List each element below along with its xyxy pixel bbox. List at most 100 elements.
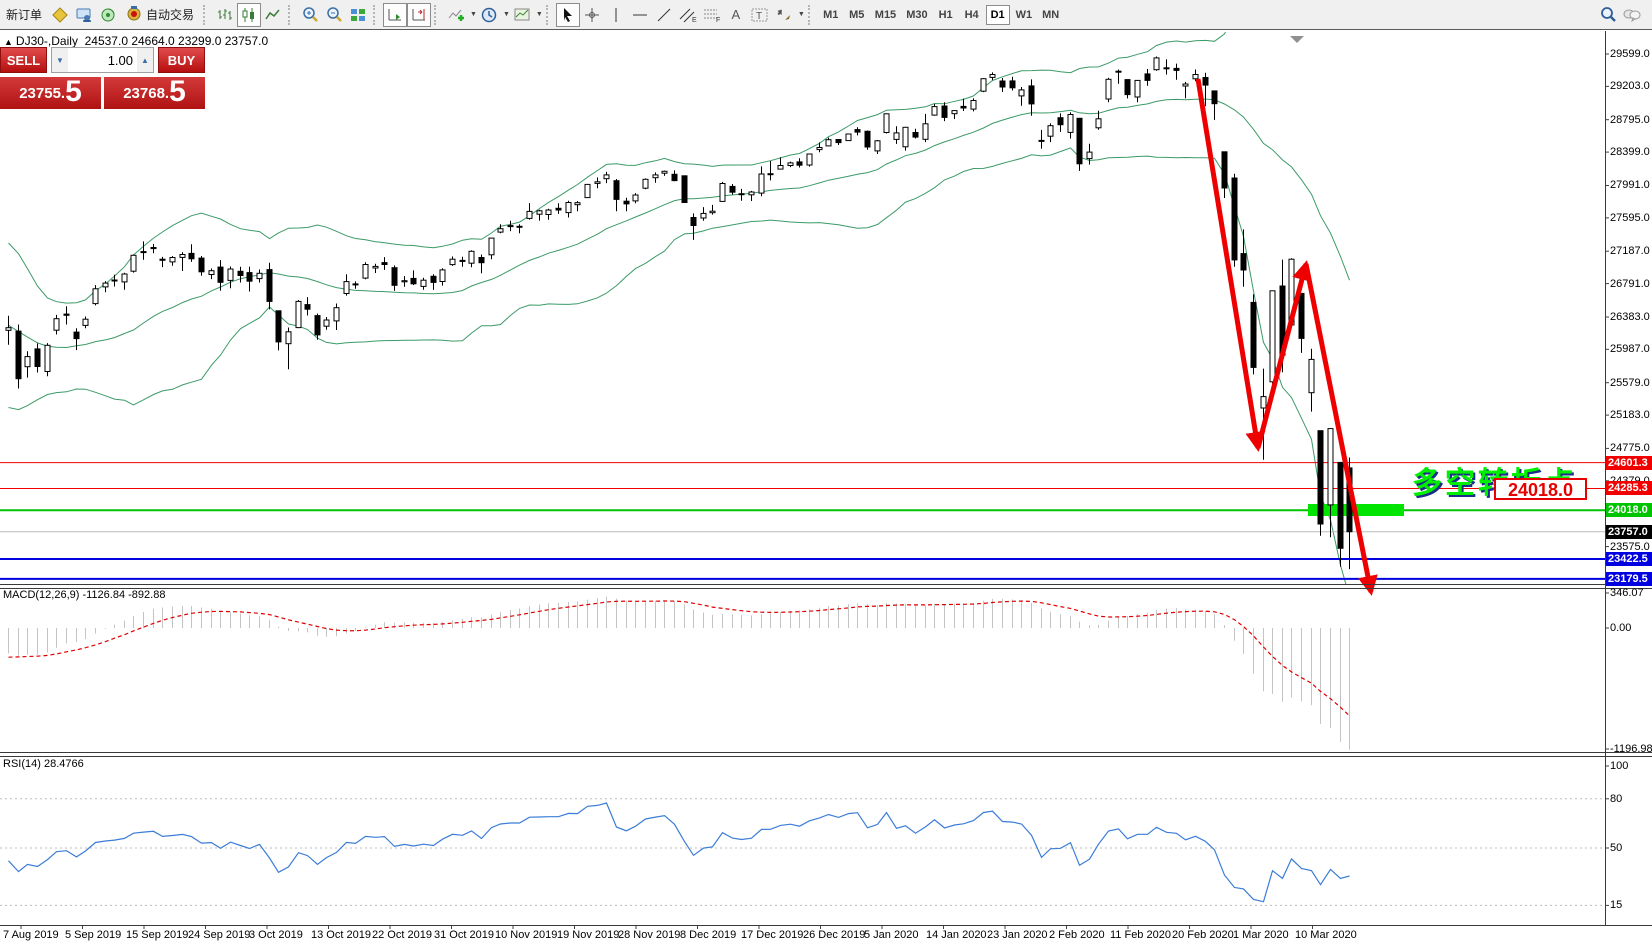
timeframe-m1[interactable]: M1 — [819, 5, 843, 25]
signals-icon[interactable] — [96, 3, 120, 27]
search-icon[interactable] — [1596, 3, 1620, 27]
rsi-axis-label: 100 — [1610, 760, 1629, 772]
candle-body — [285, 331, 292, 345]
candle-body — [1124, 79, 1131, 96]
candle-body — [198, 257, 205, 273]
sell-price-panel[interactable]: 23755. 5 — [0, 77, 101, 109]
candle-body — [613, 180, 620, 200]
arrows-icon[interactable] — [772, 3, 796, 27]
rsi-panel-separator[interactable] — [0, 752, 1652, 753]
candle-body — [1028, 85, 1035, 105]
price-tag-annotation[interactable]: 24018.0 — [1494, 478, 1587, 500]
date-axis-label: 17 Dec 2019 — [741, 929, 804, 941]
price-axis-label: 28795.0 — [1610, 114, 1650, 126]
chart-area[interactable]: ▲ DJ30-,Daily 24537.0 24664.0 23299.0 237… — [0, 30, 1652, 950]
timeframe-h1[interactable]: H1 — [934, 5, 958, 25]
timeframe-m30[interactable]: M30 — [902, 5, 931, 25]
candle-body — [632, 194, 639, 202]
timeframe-m15[interactable]: M15 — [871, 5, 900, 25]
timeframe-d1[interactable]: D1 — [985, 4, 1010, 25]
zoom-out-icon[interactable] — [322, 3, 346, 27]
candle-body — [1250, 301, 1257, 368]
candle-body — [709, 210, 716, 214]
new-order-button[interactable]: 新订单 — [0, 3, 48, 27]
macd-panel-separator[interactable] — [0, 588, 1652, 589]
candle-body — [5, 327, 12, 331]
candle-body — [468, 250, 475, 264]
rsi-panel-separator[interactable] — [0, 756, 1652, 757]
candle-body — [835, 139, 842, 144]
horizontal-line-icon[interactable] — [628, 3, 652, 27]
level-price-axis-tag: 24018.0 — [1606, 503, 1652, 517]
indicators-dropdown-arrow[interactable]: ▼ — [470, 11, 477, 18]
bar-chart-icon[interactable] — [213, 3, 237, 27]
cursor-icon[interactable] — [555, 2, 580, 27]
date-axis-label: 20 Feb 2020 — [1172, 929, 1234, 941]
indicators-add-icon[interactable] — [444, 3, 468, 27]
trend-arrow[interactable] — [1303, 263, 1378, 596]
vertical-line-icon[interactable] — [604, 3, 628, 27]
zoom-in-icon[interactable] — [298, 3, 322, 27]
candle-body — [295, 300, 302, 329]
terminal-icon[interactable] — [72, 3, 96, 27]
candle-body — [372, 265, 379, 269]
candle-body — [642, 178, 649, 189]
periods-icon[interactable] — [477, 3, 501, 27]
trend-arrow[interactable] — [1195, 78, 1266, 452]
macd-panel-separator[interactable] — [0, 584, 1652, 585]
chart-canvas[interactable] — [0, 30, 1652, 950]
sell-price-main: 23755 — [19, 85, 61, 102]
templates-dropdown-arrow[interactable]: ▼ — [535, 11, 543, 18]
volume-up-button[interactable]: ▲ — [137, 48, 153, 72]
candle-body — [44, 344, 51, 372]
buy-price-panel[interactable]: 23768. 5 — [104, 77, 205, 109]
buy-button[interactable]: BUY — [158, 47, 205, 73]
volume-down-button[interactable]: ▼ — [52, 48, 68, 72]
candle-body — [430, 275, 437, 283]
candle-body — [1047, 125, 1054, 137]
text-label-icon[interactable]: T — [748, 3, 772, 27]
auto-trading-button[interactable]: 自动交易 — [120, 3, 200, 27]
date-axis-label: 5 Jan 2020 — [864, 929, 919, 941]
candle-body — [1086, 151, 1093, 160]
candle-body — [169, 257, 176, 263]
chat-icon[interactable] — [1620, 3, 1644, 27]
timeframe-mn[interactable]: MN — [1038, 5, 1063, 25]
candle-body — [1221, 151, 1228, 189]
candle-body — [1067, 114, 1074, 133]
trend-arrow[interactable] — [1255, 260, 1312, 449]
candle-body — [767, 173, 774, 176]
volume-input[interactable] — [68, 48, 137, 72]
price-axis-label: 26791.0 — [1610, 278, 1650, 290]
chart-title: ▲ DJ30-,Daily 24537.0 24664.0 23299.0 237… — [4, 34, 268, 48]
rsi-axis-label: 80 — [1610, 793, 1623, 805]
trendline-icon[interactable] — [652, 3, 676, 27]
equidistant-channel-icon[interactable]: E — [676, 3, 700, 27]
timeframe-bar: M1 M5 M15 M30 H1 H4 D1 W1 MN — [818, 4, 1064, 25]
metaeditor-icon[interactable] — [48, 3, 72, 27]
candle-body — [989, 74, 996, 78]
candle-body — [1182, 83, 1189, 87]
arrows-dropdown-arrow[interactable]: ▼ — [797, 11, 805, 18]
text-icon[interactable]: A — [731, 7, 741, 22]
chart-shift-icon[interactable] — [407, 2, 432, 27]
periods-dropdown-arrow[interactable]: ▼ — [502, 11, 510, 18]
candlestick-chart-icon[interactable] — [237, 2, 262, 27]
candle-body — [594, 181, 601, 184]
crosshair-icon[interactable] — [580, 3, 604, 27]
timeframe-m5[interactable]: M5 — [845, 5, 869, 25]
templates-icon[interactable] — [510, 3, 534, 27]
fibonacci-icon[interactable]: F — [700, 3, 724, 27]
date-axis-label: 24 Sep 2019 — [188, 929, 251, 941]
sell-button[interactable]: SELL — [0, 47, 47, 73]
timeframe-h4[interactable]: H4 — [960, 5, 984, 25]
candle-body — [603, 174, 610, 180]
auto-scroll-icon[interactable] — [383, 2, 408, 27]
candle-body — [266, 269, 273, 302]
tile-windows-icon[interactable] — [346, 3, 370, 27]
timeframe-w1[interactable]: W1 — [1012, 5, 1037, 25]
line-chart-icon[interactable] — [261, 3, 285, 27]
candle-body — [951, 110, 958, 115]
chart-shift-marker[interactable] — [1290, 36, 1304, 43]
candle-body — [574, 202, 581, 206]
